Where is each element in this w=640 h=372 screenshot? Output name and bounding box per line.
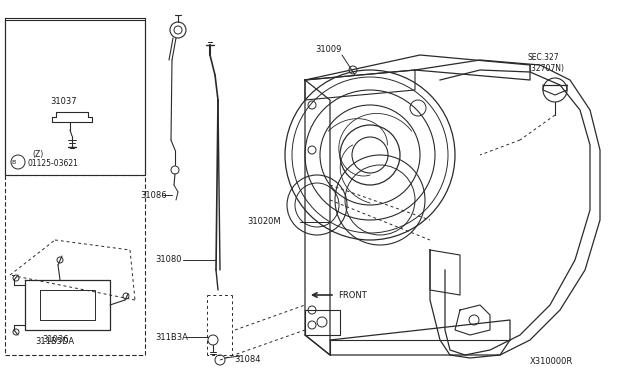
Text: 31084: 31084 xyxy=(234,356,260,365)
Text: FRONT: FRONT xyxy=(338,291,367,299)
Text: 31080: 31080 xyxy=(155,256,182,264)
Text: B: B xyxy=(12,160,16,166)
Text: 31086: 31086 xyxy=(140,190,166,199)
Text: 31036: 31036 xyxy=(42,336,68,344)
Text: X310000R: X310000R xyxy=(530,357,573,366)
Text: SEC.327: SEC.327 xyxy=(528,54,559,62)
Text: 01125-03621: 01125-03621 xyxy=(27,158,78,167)
Text: (Z): (Z) xyxy=(32,151,44,160)
Text: 31020M: 31020M xyxy=(247,218,280,227)
Text: 31009: 31009 xyxy=(315,45,341,55)
Text: 311B5DA: 311B5DA xyxy=(35,337,75,346)
Text: 311B3A: 311B3A xyxy=(155,333,188,341)
Text: (32707N): (32707N) xyxy=(528,64,564,73)
Text: 31037: 31037 xyxy=(50,97,77,106)
